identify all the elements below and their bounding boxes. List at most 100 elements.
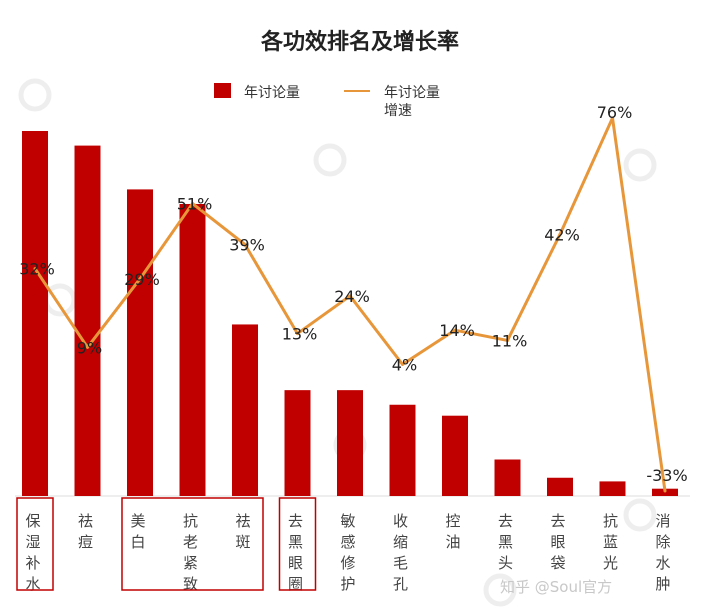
bars-layer (22, 131, 678, 496)
watermark-logo (483, 573, 517, 607)
bar-11 (599, 481, 626, 496)
category-label-6: 修 (340, 554, 355, 572)
data-label-4: 39% (229, 236, 265, 255)
data-label-10: 42% (544, 225, 580, 244)
bar-6 (337, 390, 363, 496)
data-label-11: 76% (597, 103, 633, 122)
category-label-11: 蓝 (603, 533, 618, 551)
category-label-3: 紧 (183, 554, 198, 572)
growth-point-8 (453, 328, 457, 332)
category-label-6: 敏 (340, 512, 355, 530)
data-label-0: 32% (19, 260, 55, 279)
bar-3 (179, 204, 206, 496)
category-label-5: 圈 (288, 575, 303, 593)
bar-5 (284, 390, 311, 496)
category-label-0: 水 (25, 575, 40, 593)
bar-1 (74, 145, 101, 496)
category-label-10: 袋 (550, 554, 565, 572)
category-label-9: 头 (498, 554, 513, 572)
category-label-11: 抗 (603, 512, 618, 530)
category-label-1: 痘 (78, 533, 93, 551)
category-label-9: 去 (498, 512, 513, 530)
data-label-6: 24% (334, 287, 370, 306)
category-label-5: 去 (288, 512, 303, 530)
legend-swatch-bar (214, 83, 231, 98)
growth-point-1 (86, 345, 89, 349)
growth-line-layer (33, 116, 667, 493)
growth-point-11 (611, 116, 614, 120)
category-label-1: 祛 (78, 512, 93, 530)
legend-label-line: 年讨论量 增速 (384, 85, 444, 119)
data-label-8: 14% (439, 321, 475, 340)
category-label-5: 眼 (288, 554, 303, 572)
watermark-logo (313, 143, 347, 177)
bar-4 (232, 324, 258, 496)
category-label-10: 去 (550, 512, 565, 530)
highlight-box-2 (278, 497, 317, 591)
category-label-7: 缩 (393, 533, 408, 551)
watermark-logo (18, 78, 52, 112)
bar-10 (547, 477, 573, 496)
category-label-8: 油 (445, 533, 460, 551)
growth-point-6 (348, 294, 352, 298)
data-label-5: 13% (282, 325, 318, 344)
data-label-12: -33% (646, 466, 687, 485)
category-label-6: 感 (340, 533, 355, 551)
growth-point-3 (191, 202, 194, 206)
category-label-12: 肿 (655, 575, 670, 593)
category-label-8: 控 (445, 512, 460, 530)
highlight-box-0 (16, 497, 54, 591)
category-label-0: 湿 (25, 533, 40, 551)
legend: 年讨论量 年讨论量 增速 (214, 83, 444, 119)
growth-point-7 (401, 362, 404, 366)
category-label-7: 孔 (393, 575, 408, 593)
bar-7 (389, 404, 416, 496)
category-label-0: 保 (25, 512, 40, 530)
watermark-logo (623, 498, 657, 532)
category-label-3: 致 (183, 575, 198, 593)
category-label-7: 收 (393, 512, 408, 530)
bar-8 (442, 415, 468, 496)
category-label-2: 白 (130, 533, 145, 551)
category-label-0: 补 (25, 554, 40, 572)
category-label-3: 老 (183, 533, 198, 551)
category-label-9: 黑 (498, 533, 513, 551)
category-label-4: 斑 (235, 533, 250, 551)
category-label-12: 消 (655, 512, 670, 530)
growth-point-12 (663, 489, 667, 493)
bar-0 (22, 131, 48, 496)
category-label-5: 黑 (288, 533, 303, 551)
data-label-3: 51% (177, 195, 213, 214)
growth-point-5 (296, 332, 299, 336)
growth-point-4 (243, 243, 247, 247)
highlight-box-1 (121, 497, 264, 591)
growth-point-0 (33, 267, 37, 271)
watermark-text: 知乎 @Soul官方 (500, 578, 612, 596)
category-label-11: 光 (603, 554, 618, 572)
category-labels-layer: 保湿补水祛痘美白抗老紧致祛斑去黑眼圈敏感修护收缩毛孔控油去黑头去眼袋抗蓝光消除水… (25, 512, 670, 593)
chart-title: 各功效排名及增长率 (260, 29, 459, 55)
growth-point-9 (506, 338, 509, 342)
growth-point-2 (138, 277, 142, 281)
category-label-7: 毛 (393, 554, 408, 572)
bar-2 (127, 189, 153, 496)
category-label-6: 护 (340, 575, 355, 593)
data-label-9: 11% (492, 331, 528, 350)
category-label-4: 祛 (235, 512, 250, 530)
data-label-7: 4% (392, 355, 417, 374)
data-label-2: 29% (124, 270, 160, 289)
watermark-logo (623, 148, 657, 182)
data-label-1: 9% (77, 338, 102, 357)
category-label-10: 眼 (550, 533, 565, 551)
highlight-boxes-layer (16, 497, 317, 591)
category-label-12: 水 (655, 554, 670, 572)
bar-9 (494, 459, 521, 496)
category-label-2: 美 (130, 512, 145, 530)
growth-point-10 (558, 232, 562, 236)
data-labels-layer: 32% 9% 29% 51% 39% 13% 24% 4% 14% 11% 42% 76% -33% (19, 103, 687, 485)
category-label-12: 除 (655, 533, 670, 551)
legend-label-bar: 年讨论量 (244, 85, 300, 101)
category-label-3: 抗 (183, 512, 198, 530)
